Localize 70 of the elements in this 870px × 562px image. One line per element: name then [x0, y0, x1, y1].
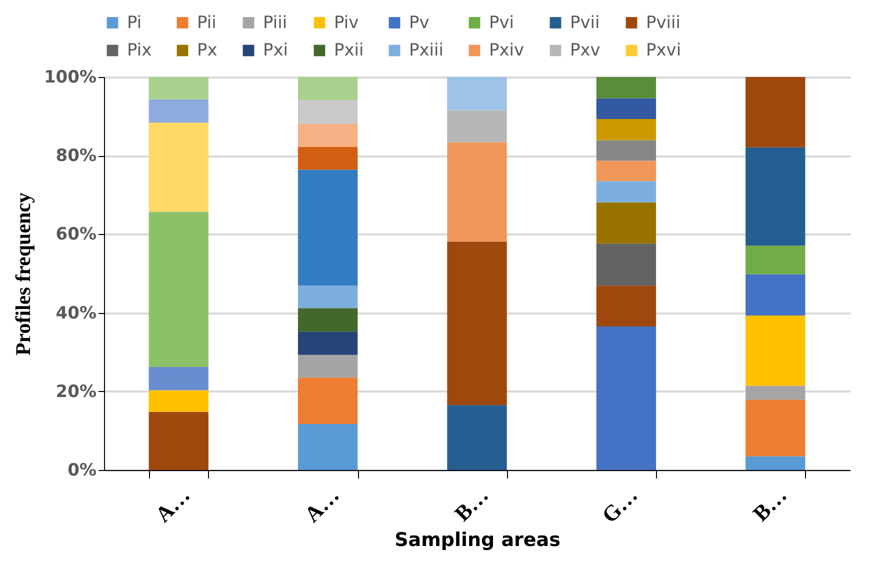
x-tick-label: A… [150, 482, 195, 527]
legend-label: Px [197, 40, 218, 60]
y-axis-title: Profiles frequency [10, 192, 35, 356]
legend-label: Piii [263, 12, 288, 33]
bar [746, 400, 806, 456]
bar [148, 77, 208, 100]
bar [596, 77, 656, 98]
bar [596, 160, 656, 182]
bar [596, 326, 656, 470]
bar [298, 286, 358, 308]
x-axis-title: Sampling areas [394, 529, 560, 552]
legend-label: Pi [127, 12, 142, 33]
bar [298, 124, 358, 147]
x-tick-label: G… [596, 482, 642, 528]
legend-label: Piv [334, 12, 359, 33]
bar [746, 386, 806, 400]
y-tick-label: 60% [56, 224, 96, 245]
legend-label: Pxvi [646, 40, 682, 60]
bar [447, 110, 507, 142]
bar [148, 122, 208, 212]
bar [447, 405, 507, 470]
bar [447, 142, 507, 242]
bar [447, 77, 507, 110]
bar [298, 308, 358, 332]
bar [596, 140, 656, 161]
bar [596, 286, 656, 327]
legend-label: Pxii [334, 40, 364, 60]
bar [746, 316, 806, 386]
y-tick-label: 80% [56, 146, 96, 166]
bar [746, 456, 806, 470]
bar [746, 246, 806, 274]
legend-label: Pxiii [409, 40, 444, 60]
bar [298, 354, 358, 378]
legend-label: Pxiv [489, 40, 524, 60]
legend-label: Pvii [570, 12, 600, 33]
bar [148, 390, 208, 412]
y-tick-label: 40% [56, 303, 96, 324]
bar [596, 244, 656, 286]
bar [298, 332, 358, 355]
legend-label: Pix [127, 40, 152, 60]
y-tick-label: 0% [68, 460, 96, 480]
x-tick-label: A… [299, 482, 344, 527]
bar [596, 98, 656, 120]
bar [298, 170, 358, 286]
bar [148, 99, 208, 123]
bar [298, 146, 358, 170]
legend-label: Pvi [489, 12, 514, 33]
bar [298, 424, 358, 470]
legend-label: Pxv [570, 40, 600, 60]
legend-label: Pii [197, 12, 216, 33]
bar [596, 119, 656, 140]
bar [746, 274, 806, 316]
bar [298, 77, 358, 100]
bar [746, 77, 806, 148]
y-tick-label: 100% [44, 68, 96, 88]
legend-label: Pv [409, 12, 430, 33]
bar [596, 181, 656, 202]
bar [447, 242, 507, 406]
x-tick-label: B… [449, 482, 494, 526]
legend-label: Pxi [263, 40, 288, 60]
y-tick-label: 20% [56, 382, 96, 402]
bar [148, 412, 208, 470]
bar [298, 378, 358, 424]
bar [596, 202, 656, 244]
bar [746, 147, 806, 246]
legend-label: Pviii [646, 12, 680, 33]
x-tick-label: B… [748, 482, 792, 526]
bar [148, 212, 208, 368]
bar [298, 100, 358, 124]
bar [148, 367, 208, 390]
